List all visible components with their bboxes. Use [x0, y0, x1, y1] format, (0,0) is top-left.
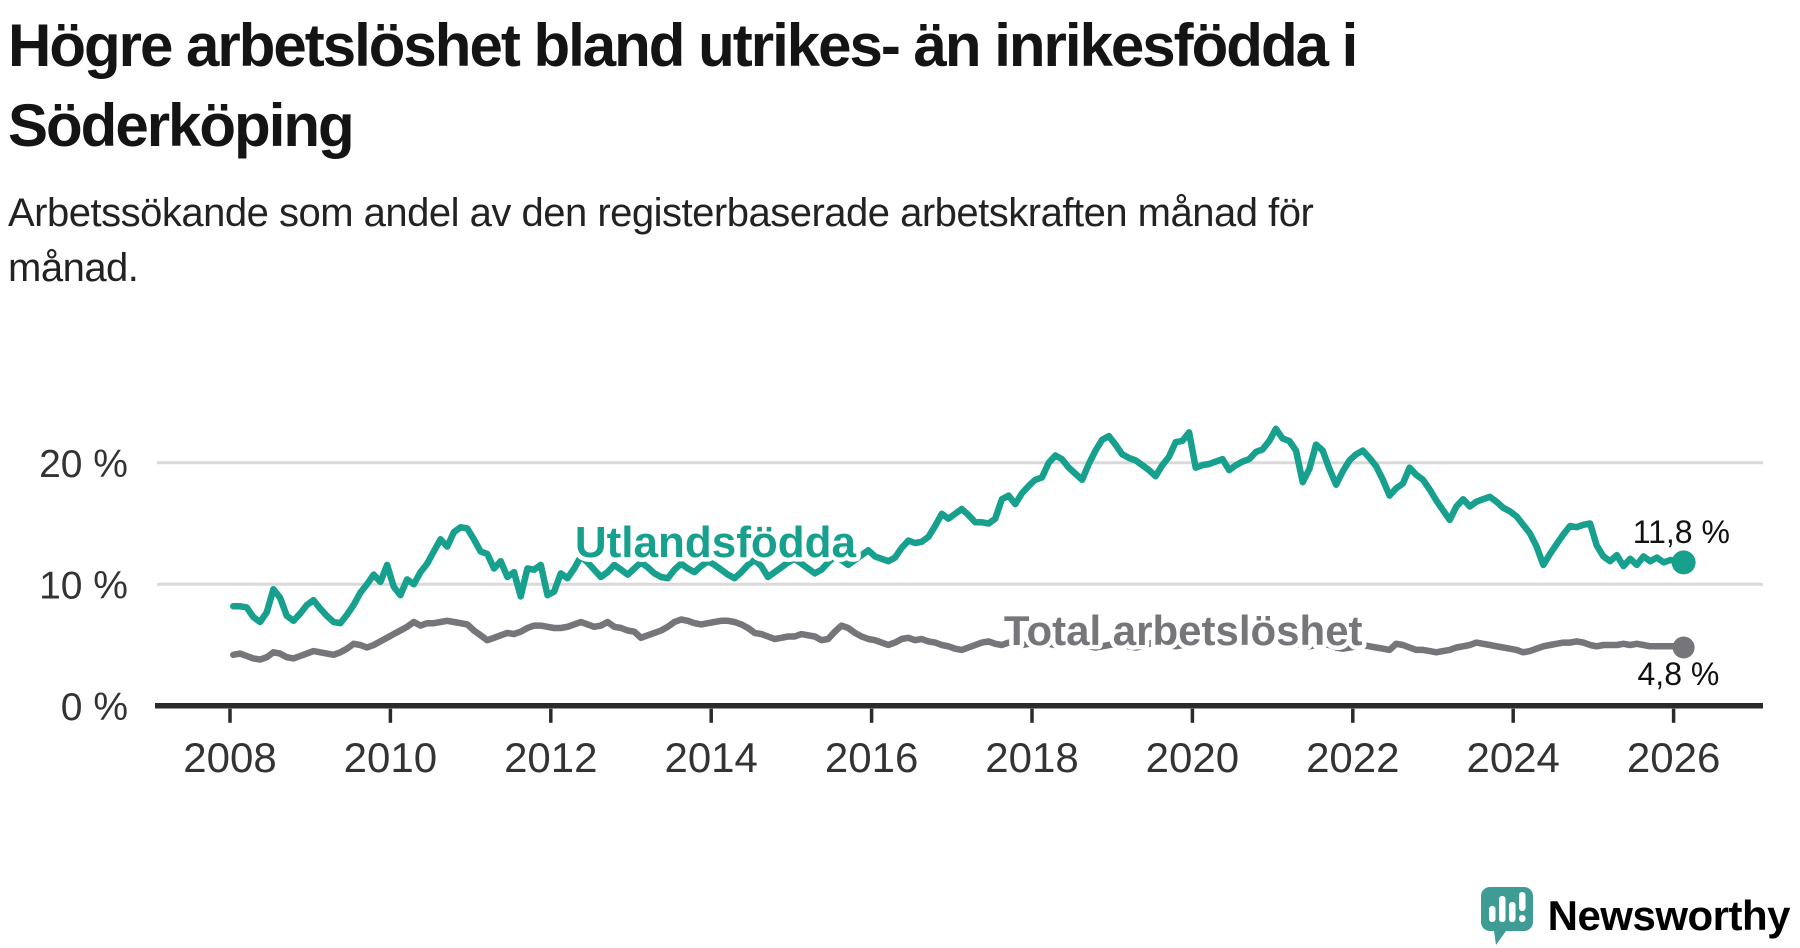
- chart-subtitle: Arbetssökande som andel av den registerb…: [8, 186, 1768, 296]
- series-end-dot-total: [1672, 636, 1695, 659]
- logo-bar-tall: [1498, 896, 1506, 922]
- series-line-foreign-born: [230, 425, 1687, 627]
- y-axis-label-10: 10 %: [39, 564, 128, 607]
- chart-subtitle-line-1: Arbetssökande som andel av den registerb…: [8, 191, 1314, 235]
- x-axis-label-2010: 2010: [344, 734, 437, 781]
- x-axis-label-2026: 2026: [1627, 734, 1720, 781]
- newsworthy-speech-bubble-icon: [1480, 887, 1533, 945]
- x-axis-label-2016: 2016: [825, 734, 918, 781]
- chart-title-line-2: Söderköping: [8, 92, 355, 159]
- chart-title-line-1: Högre arbetslöshet bland utrikes- än inr…: [8, 12, 1358, 79]
- logo-exclamation-dot: [1518, 915, 1526, 922]
- series-label-total: Total arbetslöshet: [1004, 607, 1363, 654]
- y-axis-label-0: 0 %: [61, 686, 128, 729]
- chart-title: Högre arbetslöshet bland utrikes- än inr…: [8, 6, 1788, 166]
- chart-subtitle-line-2: månad.: [8, 246, 139, 290]
- series-end-dot-foreign-born: [1671, 550, 1696, 575]
- x-axis-label-2014: 2014: [664, 734, 757, 781]
- newsworthy-logo: Newsworthy: [1480, 886, 1791, 946]
- x-axis-label-2008: 2008: [183, 734, 276, 781]
- series-end-value-foreign-born: 11,8 %: [1633, 514, 1730, 550]
- series-end-value-total: 4,8 %: [1638, 656, 1720, 692]
- x-axis-label-2018: 2018: [985, 734, 1078, 781]
- x-axis-label-2012: 2012: [504, 734, 597, 781]
- x-axis-label-2024: 2024: [1466, 734, 1559, 781]
- logo-bar-small: [1488, 906, 1496, 922]
- x-axis-label-2022: 2022: [1306, 734, 1399, 781]
- logo-bar-medium: [1508, 902, 1516, 922]
- newsworthy-logo-text: Newsworthy: [1547, 892, 1791, 939]
- x-axis-label-2020: 2020: [1146, 734, 1239, 781]
- series-label-foreign-born: Utlandsfödda: [575, 518, 857, 567]
- y-axis-label-20: 20 %: [39, 443, 128, 486]
- series-line-total: [230, 616, 1687, 663]
- logo-exclamation-stem: [1518, 892, 1526, 911]
